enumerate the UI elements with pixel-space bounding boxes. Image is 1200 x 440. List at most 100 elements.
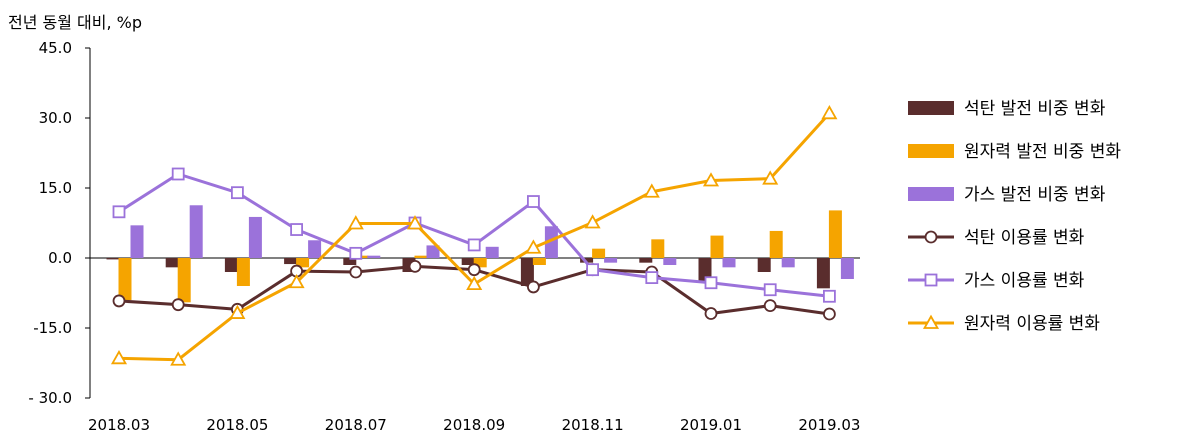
lines	[110, 105, 838, 366]
x-tick-label: 2018.07	[325, 416, 387, 434]
bar	[118, 258, 132, 300]
point	[170, 351, 187, 366]
point	[643, 183, 660, 198]
point	[702, 172, 720, 187]
bar	[722, 258, 736, 268]
legend-swatch	[908, 187, 954, 201]
legend-marker	[924, 230, 938, 244]
point	[525, 239, 542, 254]
point	[349, 265, 363, 279]
bar	[757, 258, 771, 272]
bar	[769, 230, 783, 258]
point	[586, 263, 599, 277]
bar	[710, 235, 724, 258]
point	[584, 214, 601, 229]
bar	[532, 258, 546, 265]
bar	[165, 258, 179, 268]
bar	[461, 258, 475, 265]
point	[288, 273, 305, 289]
y-axis: 45.0 30.0 15.0 0.0 -15.0 - 30.0	[28, 39, 860, 407]
point	[704, 307, 718, 320]
bar	[414, 255, 428, 258]
point	[527, 195, 540, 208]
point	[230, 186, 244, 200]
point	[823, 307, 836, 321]
bar	[816, 258, 830, 289]
bar	[177, 258, 191, 303]
legend-label: 석탄 발전 비중 변화	[964, 99, 1106, 119]
x-axis: 2018.03 2018.05 2018.07 2018.09 2018.11 2019.…	[88, 416, 860, 434]
bar	[248, 216, 262, 258]
point	[171, 167, 185, 181]
bar	[130, 225, 144, 258]
point	[347, 215, 364, 230]
point	[408, 259, 422, 273]
legend-label: 가스 이용률 변화	[964, 271, 1085, 291]
x-tick-label: 2018.03	[88, 416, 150, 434]
point	[763, 299, 777, 313]
legend-marker	[922, 314, 940, 329]
y-tick-label: -15.0	[33, 319, 72, 337]
point	[762, 170, 779, 185]
point	[704, 276, 718, 290]
bar	[485, 246, 499, 258]
bar	[284, 258, 298, 265]
bar	[651, 239, 665, 258]
bar	[604, 258, 618, 263]
point	[645, 271, 659, 285]
x-tick-label: 2019.01	[680, 416, 742, 434]
bar	[426, 245, 440, 258]
legend-label: 가스 발전 비중 변화	[964, 185, 1106, 205]
x-tick-label: 2018.09	[443, 416, 505, 434]
point	[467, 238, 481, 252]
bar	[236, 258, 250, 286]
legend-label: 석탄 이용률 변화	[964, 228, 1085, 248]
point	[171, 298, 185, 312]
point	[110, 350, 128, 365]
bar	[580, 258, 594, 263]
bar	[473, 258, 487, 268]
x-tick-label: 2018.05	[206, 416, 268, 434]
bar	[544, 226, 558, 258]
y-tick-label: 15.0	[39, 179, 72, 197]
point	[466, 275, 483, 291]
y-tick-label: 45.0	[39, 39, 72, 57]
point	[823, 289, 836, 303]
x-tick-label: 2019.03	[798, 416, 860, 434]
bar	[698, 258, 712, 282]
legend-label: 원자력 이용률 변화	[964, 314, 1100, 334]
point	[527, 280, 540, 294]
point	[290, 223, 304, 236]
point	[406, 215, 424, 230]
point	[763, 283, 777, 297]
bar	[224, 258, 238, 272]
bar	[781, 258, 795, 268]
point	[229, 304, 246, 319]
x-tick-label: 2018.11	[562, 416, 624, 434]
bar	[189, 205, 203, 258]
bar	[592, 248, 606, 258]
bar	[296, 258, 310, 268]
y-tick-label: 30.0	[39, 109, 72, 127]
legend-label: 원자력 발전 비중 변화	[964, 142, 1121, 162]
legend-swatch	[908, 144, 954, 158]
unit-label: 전년 동월 대비, %p	[8, 13, 142, 32]
point	[349, 246, 363, 260]
bar	[639, 258, 653, 263]
bar	[840, 258, 854, 279]
y-tick-label: - 30.0	[28, 389, 72, 407]
bar	[520, 258, 534, 286]
bar	[106, 258, 120, 260]
legend-marker	[924, 273, 938, 287]
point	[112, 205, 126, 219]
point	[467, 263, 481, 277]
point	[112, 294, 126, 308]
bar	[367, 255, 381, 258]
y-tick-label: 0.0	[48, 249, 72, 267]
bar	[663, 258, 677, 265]
point	[821, 105, 838, 120]
bar	[828, 210, 842, 258]
legend-swatch	[908, 101, 954, 115]
